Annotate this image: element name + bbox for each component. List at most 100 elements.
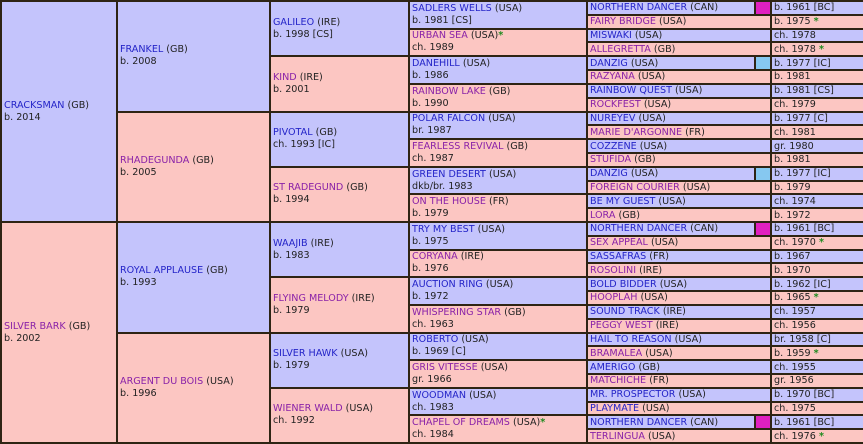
- horse-name-link[interactable]: RAINBOW QUEST: [590, 85, 672, 97]
- horse-name-link[interactable]: WIENER WALD: [273, 403, 343, 415]
- horse-name-link[interactable]: ROCKFEST: [590, 99, 641, 111]
- horse-country: (USA): [470, 30, 499, 42]
- horse-name-link[interactable]: DANZIG: [590, 168, 628, 180]
- horse-name-link[interactable]: PLAYMATE: [590, 402, 640, 414]
- horse-name-link[interactable]: MR. PROSPECTOR: [590, 389, 676, 401]
- horse-name-link[interactable]: FRANKEL: [120, 44, 164, 56]
- horse-name-link[interactable]: CHAPEL OF DREAMS: [412, 417, 510, 429]
- pedigree-row: ON THE HOUSE (FR) b. 1979 BE MY GUEST (USA…: [1, 193, 863, 223]
- horse-info-cell: ch. 1978: [770, 27, 863, 44]
- horse-country: (IRE): [351, 292, 375, 304]
- ancestor-cell-gen4: GREEN DESERT (USA) dkb/br. 1983: [408, 165, 588, 196]
- horse-info: b. 1970 [BC]: [774, 389, 835, 401]
- horse-info: b. 1979: [273, 304, 310, 316]
- horse-name-link[interactable]: ROYAL APPLAUSE: [120, 265, 204, 277]
- horse-name-link[interactable]: URBAN SEA: [412, 30, 468, 42]
- horse-info-cell: b. 1981: [770, 69, 863, 85]
- horse-name-link[interactable]: KIND: [273, 71, 297, 83]
- horse-name-link[interactable]: ALLEGRETTA: [590, 43, 651, 55]
- horse-name-link[interactable]: MISWAKI: [590, 30, 632, 42]
- horse-name-link[interactable]: RAZYANA: [590, 71, 635, 83]
- ancestor-cell-gen5: DANZIG (USA): [586, 165, 756, 182]
- horse-name-link[interactable]: SILVER BARK: [4, 320, 66, 332]
- horse-name-link[interactable]: FOREIGN COURIER: [590, 181, 680, 193]
- pedigree-row: ARGENT DU BOIS (USA) b. 1996 SILVER HAWK (…: [1, 331, 863, 444]
- horse-name-link[interactable]: SASSAFRAS: [590, 251, 647, 263]
- horse-info: b. 2014: [4, 111, 41, 123]
- horse-name-link[interactable]: PIVOTAL: [273, 127, 313, 139]
- horse-info: ch. 1979: [774, 99, 816, 111]
- horse-info: b. 1970: [774, 264, 811, 276]
- horse-name-link[interactable]: MATCHICHE: [590, 375, 647, 387]
- horse-info: b. 1990: [412, 97, 449, 109]
- horse-name-link[interactable]: ST RADEGUND: [273, 182, 344, 194]
- horse-info: ch. 1989: [412, 42, 454, 54]
- horse-name-link[interactable]: CRACKSMAN: [4, 99, 65, 111]
- horse-name-link[interactable]: BRAMALEA: [590, 347, 643, 359]
- horse-name-link[interactable]: NUREYEV: [590, 112, 636, 124]
- horse-name-link[interactable]: SEX APPEAL: [590, 237, 648, 249]
- horse-info: b. 1998 [CS]: [273, 28, 333, 40]
- horse-name-link[interactable]: NORTHERN DANCER: [590, 223, 688, 235]
- horse-name-link[interactable]: SOUND TRACK: [590, 306, 660, 318]
- horse-name-link[interactable]: STUFIDA: [590, 154, 632, 166]
- horse-info-cell: b. 1981 [CS]: [770, 82, 863, 99]
- pedigree-row: FLYING MELODY (IRE) b. 1979 AUCTION RING (…: [1, 276, 863, 334]
- horse-info: b. 1977 [IC]: [774, 168, 831, 180]
- horse-name-link[interactable]: DANZIG: [590, 57, 628, 69]
- horse-name-link[interactable]: TERLINGUA: [590, 430, 645, 442]
- horse-name-link[interactable]: FAIRY BRIDGE: [590, 16, 656, 28]
- horse-name-link[interactable]: AUCTION RING: [412, 279, 483, 291]
- horse-info: b. 1994: [273, 194, 310, 206]
- horse-name-link[interactable]: WOODMAN: [412, 389, 466, 401]
- horse-name-link[interactable]: ARGENT DU BOIS: [120, 375, 204, 387]
- pedigree-row: CHAPEL OF DREAMS (USA)* ch. 1984 NORTHERN …: [1, 414, 863, 444]
- horse-name-link[interactable]: RHADEGUNDA: [120, 154, 190, 166]
- horse-info: b. 1972: [774, 209, 811, 221]
- ancestor-cell-gen5: PLAYMATE (USA): [586, 400, 772, 417]
- horse-name-link[interactable]: TRY MY BEST: [412, 223, 475, 235]
- horse-name-link[interactable]: NORTHERN DANCER: [590, 2, 688, 14]
- ancestor-cell-gen5: ROSOLINI (IRE): [586, 262, 772, 279]
- horse-name-link[interactable]: ON THE HOUSE: [412, 196, 486, 208]
- horse-name-link[interactable]: COZZENE: [590, 140, 637, 152]
- horse-name-link[interactable]: PEGGY WEST: [590, 320, 653, 332]
- horse-country: (USA): [675, 85, 703, 97]
- horse-country: (USA): [494, 2, 523, 14]
- horse-name-link[interactable]: WAAJIB: [273, 237, 308, 249]
- horse-info-cell: b. 1965 *: [770, 290, 863, 306]
- horse-name-link[interactable]: RAINBOW LAKE: [412, 85, 486, 97]
- horse-name-link[interactable]: GALILEO: [273, 16, 315, 28]
- horse-name-link[interactable]: DANEHILL: [412, 58, 460, 70]
- horse-country: (IRE): [662, 306, 686, 318]
- horse-name-link[interactable]: SADLERS WELLS: [412, 2, 492, 14]
- horse-name-link[interactable]: MARIE D'ARGONNE: [590, 126, 683, 138]
- horse-name-link[interactable]: HAIL TO REASON: [590, 333, 672, 345]
- horse-name-link[interactable]: AMERIGO: [590, 361, 636, 373]
- horse-country: (USA): [639, 140, 668, 152]
- horse-name-link[interactable]: GREEN DESERT: [412, 168, 486, 180]
- horse-name-link[interactable]: FEARLESS REVIVAL: [412, 140, 504, 152]
- horse-info: ch. 1987: [412, 152, 454, 164]
- horse-name-link[interactable]: BE MY GUEST: [590, 195, 656, 207]
- horse-name-link[interactable]: LORA: [590, 209, 616, 221]
- horse-info-cell: b. 1977 [IC]: [770, 55, 863, 72]
- horse-country: (GB): [618, 209, 640, 221]
- horse-name-link[interactable]: POLAR FALCON: [412, 113, 486, 125]
- horse-info-cell: ch. 1976 *: [770, 428, 863, 444]
- horse-name-link[interactable]: SILVER HAWK: [273, 348, 338, 360]
- horse-name-link[interactable]: BOLD BIDDER: [590, 278, 657, 290]
- horse-name-link[interactable]: WHISPERING STAR: [412, 306, 502, 318]
- horse-name-link[interactable]: GRIS VITESSE: [412, 361, 478, 373]
- horse-name-link[interactable]: CORYANA: [412, 251, 458, 263]
- horse-name-link[interactable]: FLYING MELODY: [273, 292, 349, 304]
- horse-name-link[interactable]: ROBERTO: [412, 334, 459, 346]
- horse-name-link[interactable]: ROSOLINI: [590, 264, 637, 276]
- horse-info: b. 2008: [120, 56, 157, 68]
- horse-name-link[interactable]: HOOPLAH: [590, 292, 638, 304]
- star-icon: *: [813, 16, 819, 28]
- horse-country: (USA): [340, 348, 368, 360]
- horse-name-link[interactable]: NORTHERN DANCER: [590, 416, 688, 428]
- ancestor-cell-gen5: NORTHERN DANCER (CAN): [586, 414, 756, 431]
